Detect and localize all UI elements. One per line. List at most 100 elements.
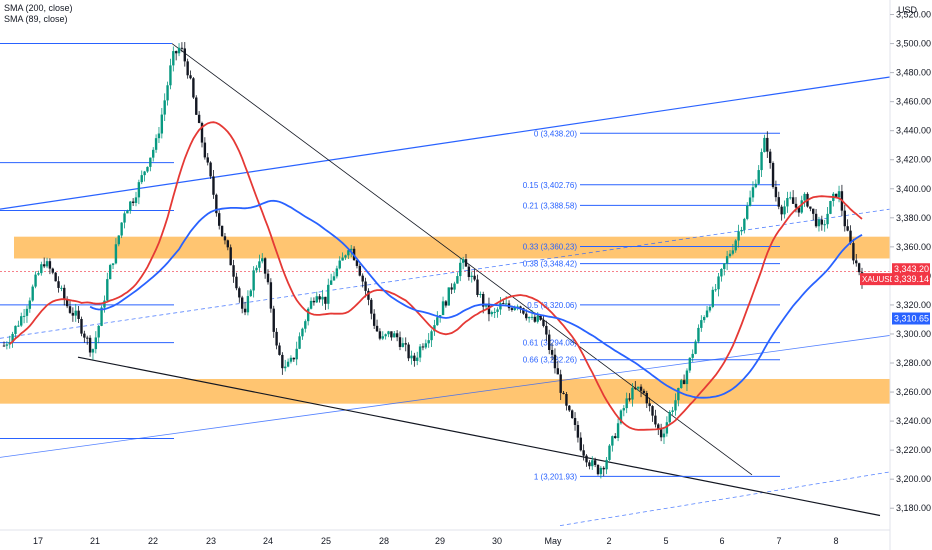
time-tick-label: 24 <box>263 536 273 546</box>
candle-body <box>763 137 766 153</box>
candle-body <box>714 289 717 291</box>
candle-body <box>335 268 339 277</box>
candle-body <box>315 296 318 303</box>
candle-body <box>482 294 485 307</box>
candle-body <box>430 331 433 341</box>
candle-body <box>22 315 26 317</box>
candle-body <box>94 337 98 350</box>
candle-body <box>149 157 152 167</box>
candle-body <box>702 316 706 321</box>
candle-body <box>654 415 657 425</box>
candle-body <box>490 312 494 315</box>
candle-body <box>527 317 531 319</box>
indicator-legend: SMA (200, close) SMA (89, close) <box>4 3 73 25</box>
price-tick-label: 3,440.00 <box>896 126 931 136</box>
candle-body <box>278 345 281 355</box>
candle-body <box>238 288 241 298</box>
candle-body <box>780 206 783 215</box>
candle-body <box>717 276 720 290</box>
candle-body <box>556 368 560 375</box>
candle-body <box>568 405 571 411</box>
candle-body <box>786 197 789 207</box>
candle-body <box>387 331 390 335</box>
candle-body <box>212 176 215 195</box>
symbol-tag-label: XAUUSD <box>862 275 896 284</box>
candle-body <box>192 78 195 98</box>
price-tick-label: 3,320.00 <box>896 300 931 310</box>
candle-body <box>146 166 149 172</box>
candle-body <box>550 349 554 355</box>
candle-body <box>438 315 442 318</box>
candle-body <box>803 193 806 201</box>
candle-body <box>746 205 749 219</box>
candle-body <box>358 265 362 276</box>
candle-body <box>794 203 798 208</box>
candle-body <box>720 268 723 277</box>
candle-body <box>545 325 548 335</box>
price-tick-label: 3,460.00 <box>896 97 931 107</box>
candle-body <box>57 281 60 288</box>
time-tick-label: 2 <box>606 536 611 546</box>
candle-body <box>657 424 660 429</box>
candle-body <box>390 331 393 338</box>
price-tick-label: 3,280.00 <box>896 358 931 368</box>
candle-body <box>849 230 852 244</box>
time-axis[interactable]: 17 21 22 23 24 25 28 29 30 May 2 5 6 7 8 <box>0 529 890 546</box>
candle-body <box>588 462 591 467</box>
candle-body <box>562 392 565 395</box>
candle-body <box>453 283 456 290</box>
candle-body <box>298 336 301 349</box>
sma-price-tag-bg <box>892 312 930 325</box>
candle-body <box>530 316 534 318</box>
candle-body <box>393 333 396 338</box>
candle-body <box>258 261 261 268</box>
candle-body <box>281 354 284 369</box>
candle-body <box>677 387 680 401</box>
legend-sma200[interactable]: SMA (200, close) <box>4 3 73 13</box>
candle-body <box>789 197 792 199</box>
candle-body <box>427 340 430 344</box>
candle-body <box>777 197 780 207</box>
candle-body <box>232 265 235 277</box>
legend-sma89[interactable]: SMA (89, close) <box>4 14 68 24</box>
candle-body <box>321 296 324 300</box>
candle-body <box>407 344 410 359</box>
candle-body <box>206 157 209 163</box>
time-tick-label: 23 <box>206 536 216 546</box>
candle-body <box>140 175 143 183</box>
candle-body <box>332 276 336 281</box>
candle-body <box>585 455 588 463</box>
candle-body <box>694 341 697 354</box>
candle-body <box>355 260 359 266</box>
candle-body <box>591 460 594 467</box>
candle-body <box>157 133 161 139</box>
candle-body <box>421 346 425 348</box>
candle-body <box>705 310 709 317</box>
candle-body <box>246 296 250 313</box>
candle-body <box>855 260 858 264</box>
symbol-price-tag: 3,339.14 <box>894 274 929 284</box>
candle-body <box>301 328 304 337</box>
candle-body <box>797 207 801 213</box>
candle-body <box>129 201 132 211</box>
candle-body <box>834 193 838 198</box>
candle-body <box>126 210 129 214</box>
candle-body <box>177 47 181 54</box>
candle-body <box>731 250 735 254</box>
candle-body <box>117 235 120 245</box>
candle-body <box>846 226 849 231</box>
candle-body <box>668 411 671 423</box>
candle-body <box>743 218 746 230</box>
fibonacci-retracement: 0 (3,438.20) 0.15 (3,402.76) 0.21 (3,388.5… <box>523 129 780 481</box>
candle-body <box>680 380 683 388</box>
sma89-line <box>9 121 863 431</box>
candle-body <box>338 260 341 269</box>
candle-body <box>304 321 307 329</box>
candle-body <box>243 308 247 313</box>
candle-body <box>582 450 585 456</box>
candle-body <box>40 264 43 274</box>
candle-body <box>513 306 516 310</box>
candle-body <box>737 231 740 241</box>
